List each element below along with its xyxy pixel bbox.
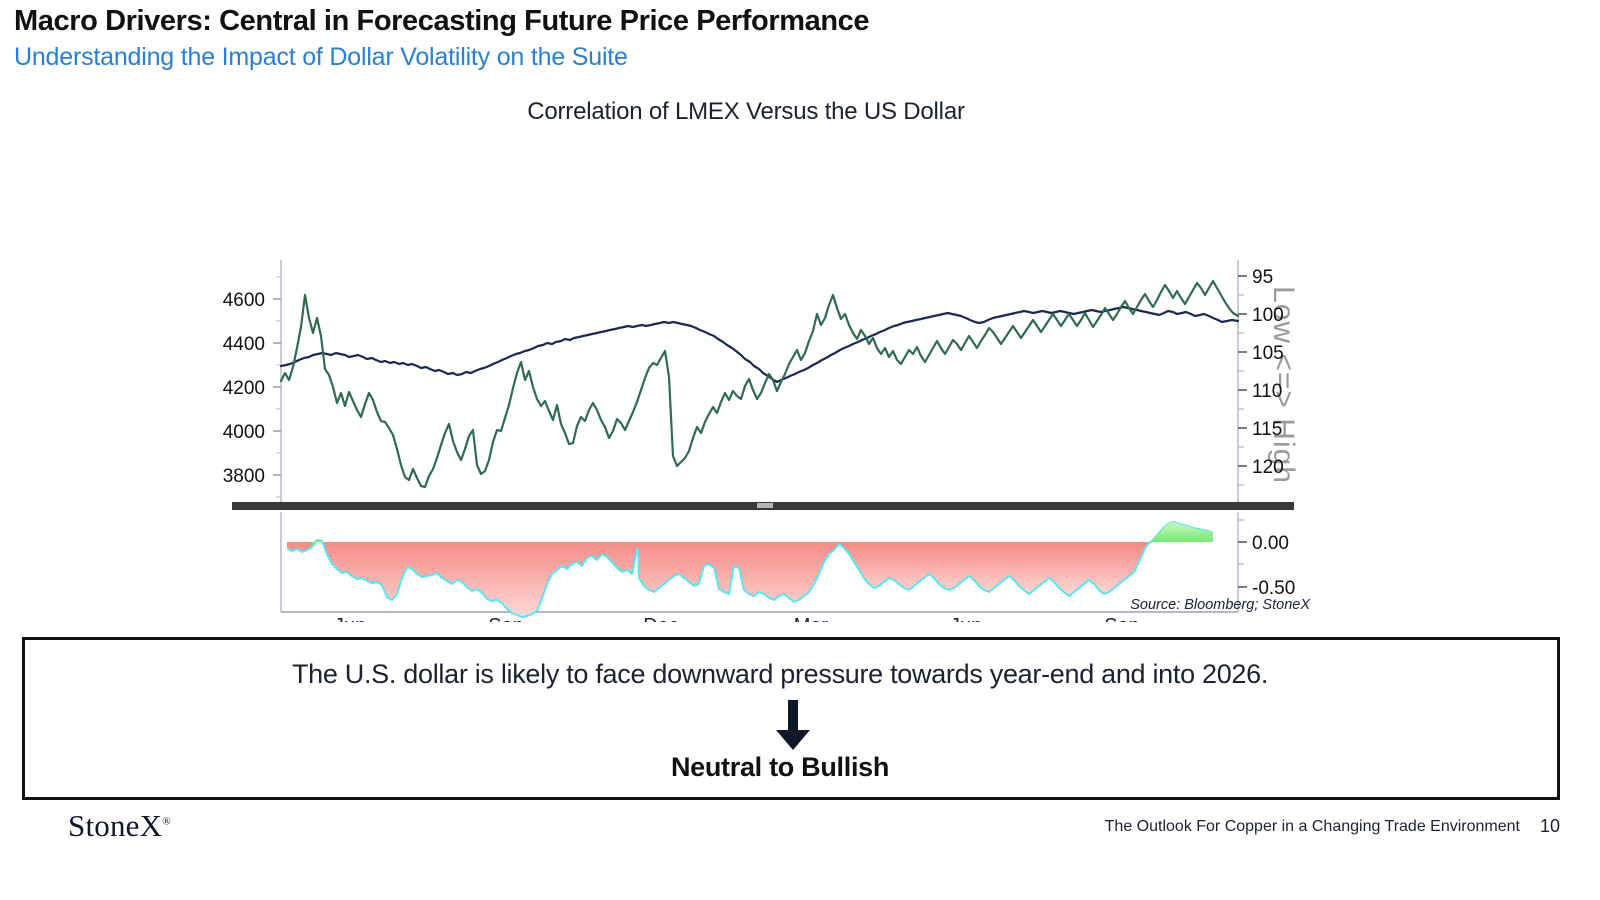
x-tick-label-1: Sep — [488, 615, 524, 622]
registered-mark: ® — [162, 815, 171, 828]
page-number: 10 — [1539, 816, 1560, 836]
correlation-positive-area — [1148, 522, 1213, 544]
callout-statement: The U.S. dollar is likely to face downwa… — [291, 659, 1269, 689]
right-axis-tick-1: 100 — [1252, 305, 1284, 326]
deck-title: The Outlook For Copper in a Changing Tra… — [1104, 818, 1520, 835]
chart-title: Correlation of LMEX Versus the US Dollar — [527, 98, 965, 125]
source-note: Source: Bloomberg; StoneX — [1130, 597, 1310, 613]
correlation-negative-area-right — [839, 542, 1148, 596]
stonex-logo-text: StoneX — [68, 808, 163, 843]
left-axis-tick-2: 4200 — [223, 378, 265, 399]
chart-container: Correlation of LMEX Versus the US Dollar… — [0, 92, 1600, 622]
left-axis-ticks — [273, 276, 281, 498]
corr-axis-tick-1: -0.50 — [1252, 578, 1295, 599]
page-title: Macro Drivers: Central in Forecasting Fu… — [14, 5, 870, 37]
right-axis-tick-3: 110 — [1252, 381, 1282, 402]
series-lmex-line-continued — [851, 279, 1240, 366]
right-axis-ticks — [1238, 275, 1247, 486]
series-lmex-line — [279, 293, 855, 489]
x-tick-label-0: Jun — [334, 615, 366, 622]
down-arrow-icon — [776, 700, 810, 750]
axis-watermark: Low <=> High — [1267, 286, 1300, 484]
callout-verdict: Neutral to Bullish — [670, 752, 890, 782]
x-tick-label-2: Dec — [643, 615, 679, 622]
left-axis-tick-0: 4600 — [223, 290, 265, 311]
correlation-positive-blip — [312, 540, 322, 547]
chart-svg: 4600 4400 4200 4000 3800 Low <=> High 95… — [223, 260, 1300, 622]
right-axis-tick-4: 115 — [1252, 419, 1282, 440]
correlation-outline — [286, 521, 1214, 618]
corr-axis-ticks — [1238, 519, 1247, 607]
stonex-logo: StoneX® — [68, 808, 171, 844]
right-axis-tick-2: 105 — [1252, 343, 1284, 364]
panel-divider-handle[interactable] — [757, 503, 773, 508]
right-axis-tick-5: 120 — [1252, 457, 1284, 478]
page-subtitle: Understanding the Impact of Dollar Volat… — [14, 43, 628, 71]
corr-axis-tick-0: 0.00 — [1252, 533, 1289, 554]
x-tick-label-5: Sep — [1104, 615, 1140, 622]
right-axis-tick-0: 95 — [1252, 267, 1273, 288]
left-axis-tick-1: 4400 — [223, 334, 265, 355]
x-tick-label-4: Jun — [950, 615, 982, 622]
x-tick-label-3: Mar — [794, 615, 829, 622]
left-axis-tick-4: 3800 — [223, 466, 265, 487]
series-dxy-line — [279, 305, 1240, 384]
callout-box: The U.S. dollar is likely to face downwa… — [22, 637, 1560, 800]
left-axis-tick-3: 4000 — [223, 422, 265, 443]
